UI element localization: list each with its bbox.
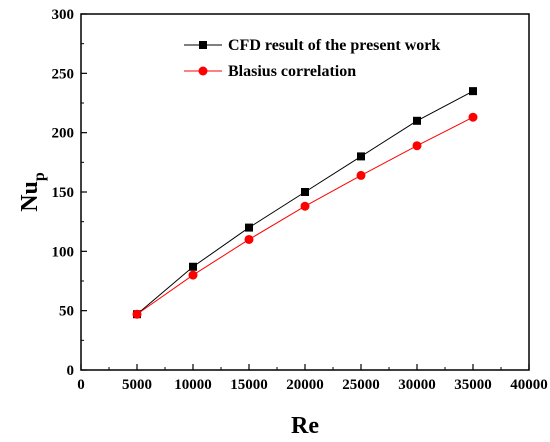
series-1-point [245,223,253,232]
legend-label-1: CFD result of the present work [228,37,440,54]
y-tick-label: 100 [52,244,75,260]
y-tick-label: 150 [52,185,75,201]
series-2-point [132,309,142,319]
series-1-point [301,188,309,196]
series-1-point [469,87,477,96]
x-tick-label: 30000 [398,377,436,393]
x-tick-label: 25000 [342,377,380,393]
y-axis-label: Nu [17,181,43,212]
x-tick-label: 40000 [510,377,548,393]
legend-label-2: Blasius correlation [228,63,356,80]
x-axis-label: Re [291,413,319,439]
series-2-point [412,141,422,151]
series-1-point [189,262,197,271]
series-1-point [357,152,365,161]
y-axis-label-group: Nup [17,172,48,212]
series-layer [132,87,478,319]
x-tick-label: 35000 [454,377,492,393]
series-line-2 [136,116,474,315]
y-tick-label: 300 [52,7,75,23]
series-2-point [300,201,310,211]
series-2-point [468,112,478,122]
y-tick-label: 250 [52,66,75,82]
ticks-layer: 0 5000 10000 15000 20000 25000 30000 35000 40000… [52,7,548,393]
x-tick-label: 15000 [230,377,268,393]
legend-marker-1 [199,41,207,49]
x-tick-label: 0 [77,377,85,393]
series-2-point [244,234,254,244]
y-tick-label: 50 [59,304,74,320]
x-tick-label: 20000 [286,377,324,393]
series-2-point [188,270,198,280]
svg-text:Nup: Nup [17,172,48,212]
series-1-point [413,116,421,125]
legend-marker-2 [198,66,208,76]
y-axis-label-subscript: p [31,172,48,181]
legend: CFD result of the present work Blasius co… [184,37,440,80]
x-tick-label: 10000 [174,377,212,393]
x-tick-label: 5000 [122,377,152,393]
series-2-point [356,170,366,180]
y-tick-label: 200 [52,126,75,142]
y-tick-label: 0 [67,363,75,379]
